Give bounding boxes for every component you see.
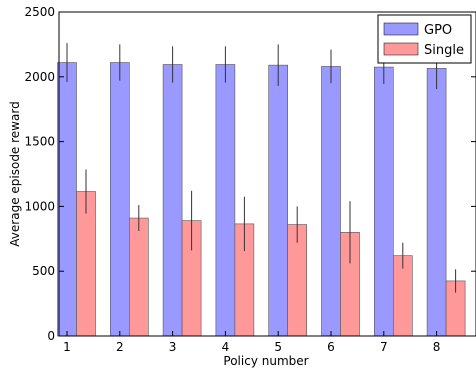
- y-tick-label-500: 500: [32, 264, 55, 278]
- bar-gpo-policy-3: [162, 64, 183, 337]
- x-tick-label-6: 6: [327, 340, 335, 354]
- x-tick-label-7: 7: [380, 340, 388, 354]
- x-tick-label-3: 3: [169, 340, 177, 354]
- bar-gpo-policy-8: [426, 68, 447, 337]
- y-tick-label-0: 0: [47, 329, 55, 343]
- y-axis: 0 500 1000 1500 2000 2500: [24, 5, 476, 343]
- legend-label-single: Single: [424, 43, 464, 58]
- plot-frame: [58, 11, 476, 337]
- legend-swatch-gpo: [383, 22, 419, 36]
- bar-gpo-policy-4: [215, 64, 236, 337]
- y-tick-label-1000: 1000: [24, 199, 55, 213]
- x-tick-label-1: 1: [63, 340, 71, 354]
- bar-gpo-policy-6: [321, 66, 341, 337]
- x-axis-label: Policy number: [223, 354, 308, 368]
- x-tick-label-5: 5: [274, 340, 282, 354]
- y-tick-label-1500: 1500: [24, 135, 55, 149]
- legend-swatch-single: [383, 42, 419, 56]
- y-axis-label: Average episode reward: [8, 101, 22, 246]
- x-tick-label-2: 2: [116, 340, 124, 354]
- x-axis: 1 2 3 4 5 6 7 8: [63, 331, 440, 354]
- bars-layer: [57, 62, 466, 337]
- y-tick-label-2500: 2500: [24, 5, 55, 19]
- bar-gpo-policy-2: [110, 62, 130, 337]
- bar-gpo-policy-5: [268, 64, 289, 337]
- y-tick-label-2000: 2000: [24, 70, 55, 84]
- bar-gpo-policy-1: [57, 62, 77, 337]
- bar-gpo-policy-7: [373, 66, 394, 337]
- bar-single-policy-2: [129, 217, 149, 337]
- legend: GPO Single: [377, 14, 472, 64]
- legend-label-gpo: GPO: [424, 23, 452, 38]
- x-tick-label-4: 4: [222, 340, 230, 354]
- x-tick-label-8: 8: [433, 340, 441, 354]
